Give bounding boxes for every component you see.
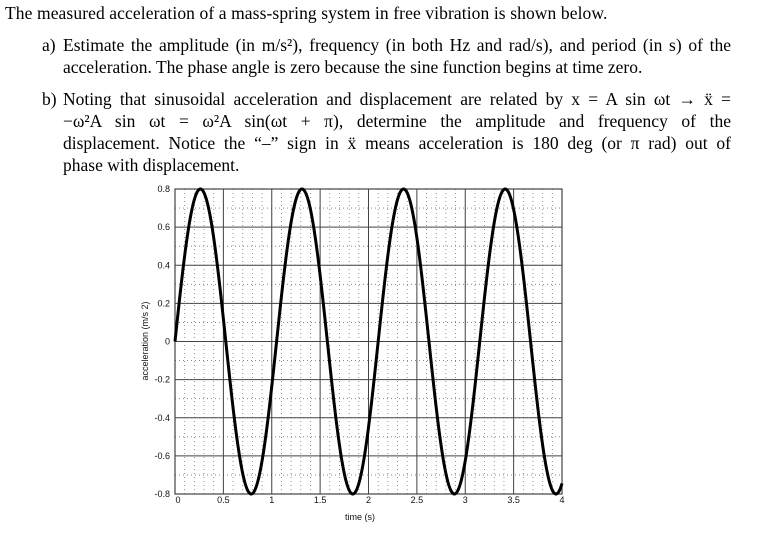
- x-tick-label: 2: [366, 495, 371, 505]
- x-tick-label: 4: [559, 495, 564, 505]
- y-tick-label: 0.6: [157, 222, 170, 232]
- y-tick-label: 0: [165, 337, 170, 347]
- part-a-label: a): [42, 35, 56, 55]
- x-tick-label: 1: [269, 495, 274, 505]
- y-tick-label: -0.6: [154, 451, 170, 461]
- x-axis-label: time (s): [345, 512, 375, 522]
- part-b-label: b): [42, 89, 57, 109]
- part-b-line-4: phase with displacement.: [63, 155, 240, 175]
- part-b-text: Noting that sinusoidal acceleration and …: [63, 88, 731, 176]
- y-tick-label: -0.2: [154, 375, 170, 385]
- x-tick-labels: 0 0.5 1 1.5 2 2.5 3 3.5 4: [175, 495, 564, 505]
- part-b-line-1: Noting that sinusoidal acceleration and …: [63, 89, 731, 109]
- acceleration-curve: [173, 187, 564, 496]
- part-b-line-2: −ω²A sin ωt = ω²A sin(ωt + π), determine…: [63, 111, 731, 131]
- problem-intro: The measured acceleration of a mass-spri…: [5, 3, 608, 23]
- part-a-line-1: Estimate the amplitude (in m/s²), freque…: [63, 35, 731, 55]
- y-axis-label: acceleration (m/s 2): [140, 301, 150, 380]
- x-tick-label: 0: [175, 495, 180, 505]
- y-tick-label: 0.2: [157, 298, 170, 308]
- x-tick-label: 1.5: [314, 495, 327, 505]
- part-b-line-3: displacement. Notice the “–” sign in ẍ m…: [63, 133, 731, 153]
- x-tick-label: 0.5: [217, 495, 230, 505]
- y-tick-label: -0.4: [154, 413, 170, 423]
- x-tick-label: 2.5: [411, 495, 424, 505]
- y-tick-label: 0.4: [157, 260, 170, 270]
- x-tick-label: 3: [463, 495, 468, 505]
- part-a-text: Estimate the amplitude (in m/s²), freque…: [63, 34, 731, 78]
- x-tick-label: 3.5: [507, 495, 520, 505]
- y-tick-label: 0.8: [157, 184, 170, 194]
- part-a-line-2: acceleration. The phase angle is zero be…: [63, 57, 643, 77]
- y-tick-labels: 0.8 0.6 0.4 0.2 0 -0.2 -0.4 -0.6 -0.8: [154, 184, 170, 499]
- major-grid: [174, 188, 563, 495]
- y-tick-label: -0.8: [154, 489, 170, 499]
